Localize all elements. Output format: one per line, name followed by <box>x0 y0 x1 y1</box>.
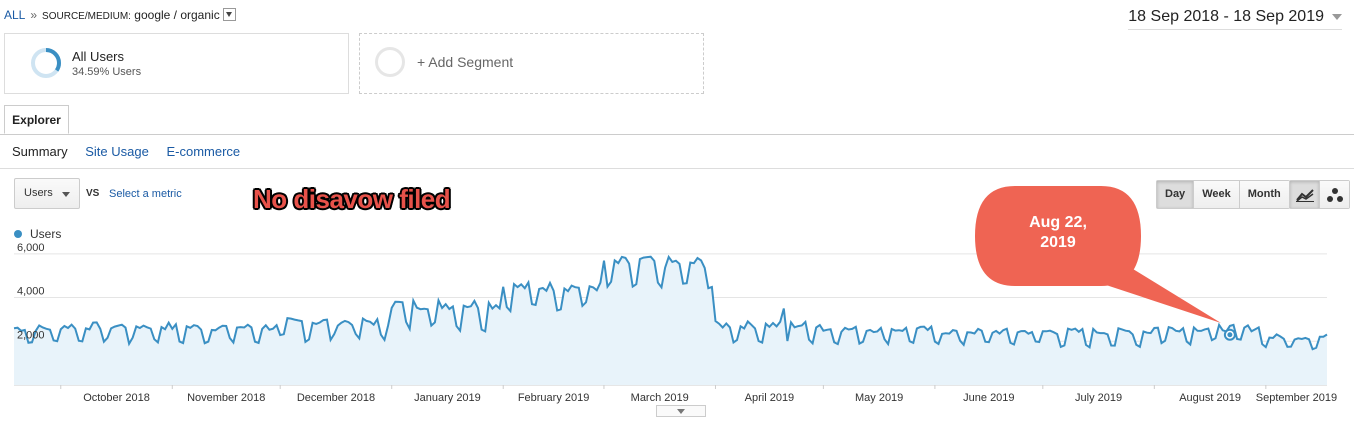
x-tick-label: April 2019 <box>745 392 795 404</box>
x-tick-label: January 2019 <box>414 392 481 404</box>
x-tick-label: March 2019 <box>631 392 689 404</box>
legend-label-users: Users <box>30 227 62 241</box>
date-range-picker[interactable]: 18 Sep 2018 - 18 Sep 2019 <box>1128 8 1342 30</box>
segment-all-users[interactable]: All Users 34.59% Users <box>4 33 349 94</box>
explorer-subtabs: Summary Site Usage E-commerce <box>12 144 254 159</box>
date-range-label: 18 Sep 2018 - 18 Sep 2019 <box>1128 8 1324 25</box>
x-tick-label: December 2018 <box>297 392 375 404</box>
users-area-fill <box>14 256 1327 385</box>
vs-label: VS <box>86 188 100 199</box>
period-toggle: Day Week Month <box>1156 180 1290 209</box>
callout-line-1: Aug 22, <box>1029 214 1087 231</box>
users-series-line <box>13 254 1328 351</box>
segment-donut-icon <box>31 48 61 78</box>
breadcrumb-filter-value: google / organic <box>134 8 220 22</box>
callout-text: Aug 22, 2019 <box>975 213 1141 253</box>
y-axis-labels: 2,000 4,000 6,000 <box>17 242 45 341</box>
x-tick-label: June 2019 <box>963 392 1014 404</box>
add-segment-button[interactable]: + Add Segment <box>359 33 704 94</box>
select-metric-link[interactable]: Select a metric <box>109 188 182 200</box>
tab-explorer[interactable]: Explorer <box>4 105 69 134</box>
subtab-ecommerce[interactable]: E-commerce <box>166 144 241 159</box>
x-tick-label: July 2019 <box>1075 392 1122 404</box>
report-tabs: Explorer <box>0 105 1354 135</box>
users-line-chart[interactable]: 2,000 4,000 6,000 October 2018 November 201… <box>0 240 1354 415</box>
legend-dot-icon <box>14 229 22 238</box>
subtab-site-usage[interactable]: Site Usage <box>85 144 149 159</box>
x-tick-label: August 2019 <box>1179 392 1241 404</box>
x-tick-label: May 2019 <box>855 392 903 404</box>
period-week-button[interactable]: Week <box>1194 181 1240 208</box>
add-segment-label: + Add Segment <box>417 54 514 70</box>
callout-bubble <box>975 186 1221 323</box>
divider <box>0 168 1354 169</box>
y-tick-label: 6,000 <box>17 242 45 254</box>
motion-chart-icon[interactable] <box>1320 181 1349 208</box>
chart-type-toggle <box>1289 180 1350 209</box>
x-tick-label: October 2018 <box>83 392 150 404</box>
chevron-down-icon <box>1332 13 1342 20</box>
segment-name: All Users <box>72 49 125 64</box>
callout-shape <box>975 186 1221 323</box>
callout-line-2: 2019 <box>1040 234 1076 251</box>
highlight-point-inner <box>1227 332 1233 338</box>
period-day-button[interactable]: Day <box>1157 181 1195 208</box>
x-tick-label: November 2018 <box>187 392 265 404</box>
x-tick-label: February 2019 <box>518 392 590 404</box>
empty-segment-icon <box>375 47 405 77</box>
breadcrumb-all-link[interactable]: ALL <box>4 8 26 22</box>
subtab-summary[interactable]: Summary <box>12 144 68 159</box>
breadcrumb-filter-key: SOURCE/MEDIUM: <box>42 11 131 22</box>
breadcrumb-dropdown-icon[interactable] <box>222 8 236 22</box>
chart-legend: Users <box>14 227 61 241</box>
annotation-no-disavow: No disavow filed <box>253 184 451 214</box>
breadcrumb-separator: » <box>30 8 38 22</box>
x-tick-label: September 2019 <box>1256 392 1337 404</box>
breadcrumb: ALL » SOURCE/MEDIUM: google / organic <box>4 8 236 22</box>
x-axis-labels: October 2018 November 2018 December 2018 Ja… <box>60 385 1337 404</box>
segment-percent: 34.59% Users <box>72 66 142 78</box>
period-month-button[interactable]: Month <box>1239 181 1289 208</box>
chart-expand-handle[interactable] <box>656 405 706 417</box>
metric-dropdown[interactable]: Users <box>14 178 80 209</box>
y-tick-label: 4,000 <box>17 286 45 298</box>
y-tick-label: 2,000 <box>17 329 45 341</box>
line-chart-icon[interactable] <box>1290 181 1320 208</box>
